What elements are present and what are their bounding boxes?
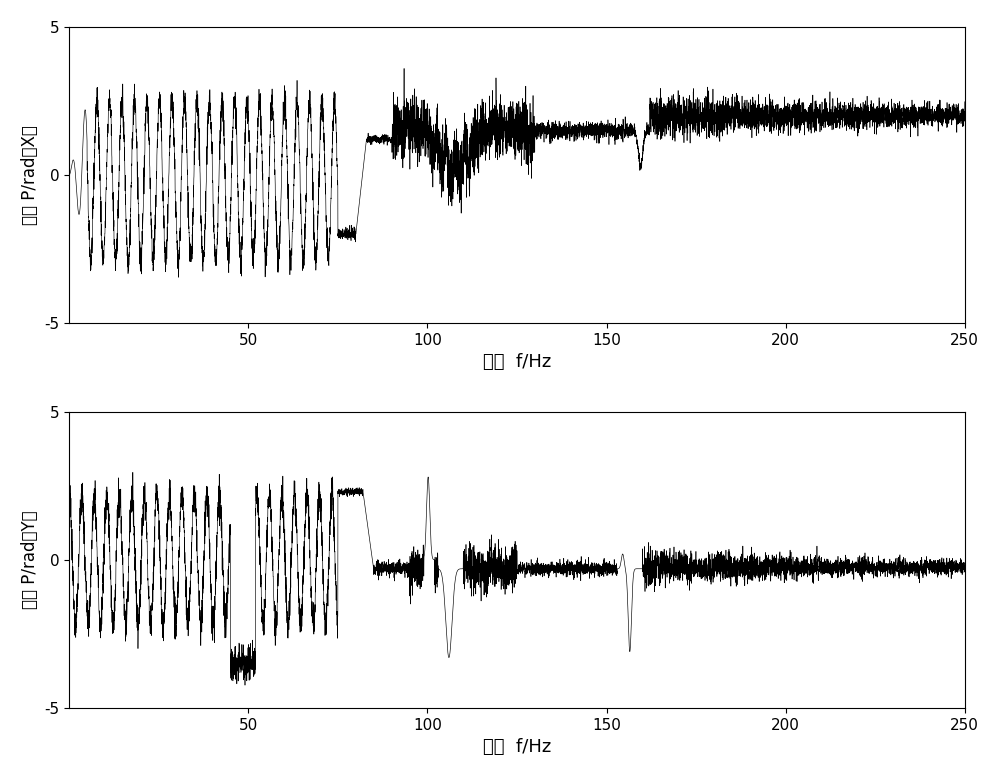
X-axis label: 频率  f/Hz: 频率 f/Hz xyxy=(483,353,551,371)
Y-axis label: 相位 P/rad（Y）: 相位 P/rad（Y） xyxy=(21,510,39,609)
X-axis label: 频率  f/Hz: 频率 f/Hz xyxy=(483,738,551,756)
Y-axis label: 相位 P/rad（X）: 相位 P/rad（X） xyxy=(21,125,39,225)
